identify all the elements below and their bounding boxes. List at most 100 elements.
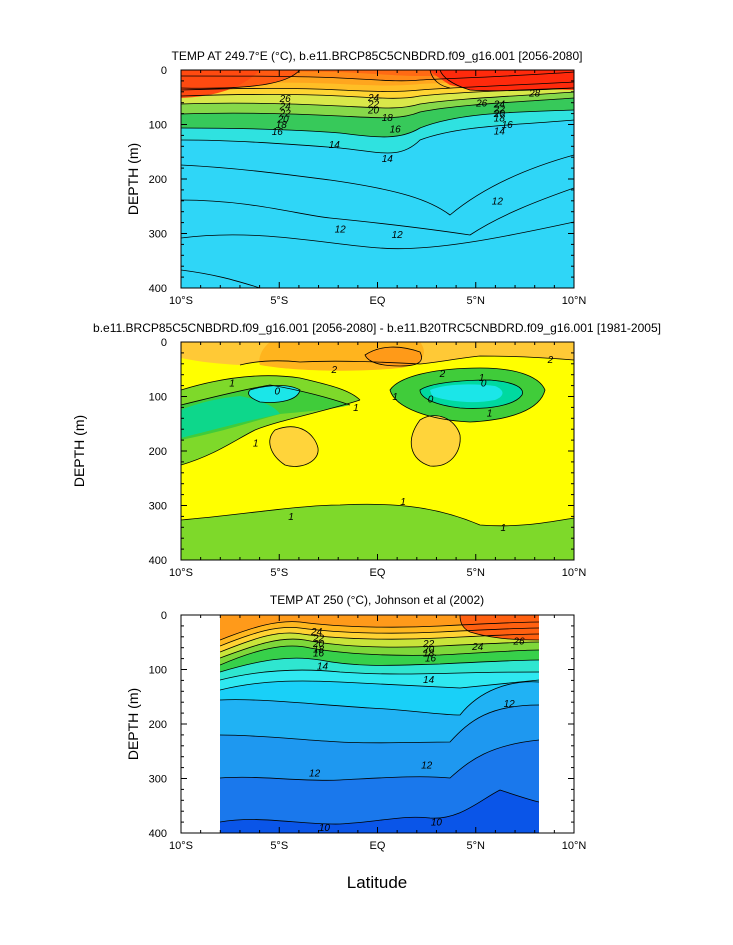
contour-label: 14 [423,675,435,686]
contour-label: 26 [279,94,292,105]
contour-label: 22 [312,633,325,644]
contour-label: 22 [422,639,435,650]
contour-label: 12 [392,230,404,241]
contour-label: 16 [390,124,402,135]
panel-2-ylabel: DEPTH (m) [71,415,87,487]
x-axis-label: Latitude [347,873,408,892]
contour-label: 16 [502,120,514,131]
x-tick-label: 5°S [270,295,288,307]
contour-label: 14 [494,127,506,138]
contour-label: 1 [500,523,506,534]
panel-1-title: TEMP AT 249.7°E (°C), b.e11.BRCP85C5CNBD… [172,49,583,63]
x-tick-label: 10°N [562,567,587,579]
contour-label: 14 [329,140,341,151]
y-tick-label: 200 [149,446,167,458]
contour-label: 24 [279,101,292,112]
contour-label: 1 [229,378,235,389]
contour-label: 18 [382,113,394,124]
y-tick-label: 400 [149,283,167,295]
panel-3-fills [220,615,539,833]
x-tick-label: 5°N [467,567,486,579]
contour-label: 18 [276,120,288,131]
contour-label: 20 [493,109,506,120]
y-tick-label: 0 [161,65,167,77]
y-tick-label: 0 [161,337,167,349]
contour-label: 22 [367,99,380,110]
contour-label: 2 [439,369,446,380]
contour-label: 12 [309,769,321,780]
y-tick-label: 300 [149,501,167,513]
contour-label: 1 [400,497,406,508]
panel-2-fills [181,342,574,560]
x-tick-label: 10°S [169,567,193,579]
x-tick-label: EQ [370,295,386,307]
contour-label: 1 [479,373,485,384]
y-tick-label: 200 [149,174,167,186]
contour-label: 2 [547,355,554,366]
contour-label: 0 [428,395,434,406]
y-tick-label: 100 [149,120,167,132]
contour-label: 18 [313,644,325,655]
contour-label: 16 [272,127,284,138]
panel-3-ticks: 10°S 5°S EQ 5°N 10°N 0 100 200 300 400 [149,610,587,852]
y-tick-label: 400 [149,555,167,567]
x-tick-label: 10°N [562,295,587,307]
panel-3-title: TEMP AT 250 (°C), Johnson et al (2002) [270,593,484,607]
panel-3: TEMP AT 250 (°C), Johnson et al (2002) D… [125,593,586,892]
contour-label: 20 [367,105,380,116]
contour-label: 1 [487,408,493,419]
contour-label: 14 [382,154,394,165]
contour-label: 16 [313,649,325,660]
x-tick-label: EQ [370,840,386,852]
y-tick-label: 100 [149,392,167,404]
y-tick-label: 300 [149,229,167,241]
contour-label: 26 [512,637,525,648]
contour-label: 12 [421,760,433,771]
y-tick-label: 100 [149,665,167,677]
panel-1-ylabel: DEPTH (m) [125,143,141,215]
contour-label: 20 [422,644,435,655]
contour-label: 1 [288,512,294,523]
x-tick-label: 5°S [270,567,288,579]
y-tick-label: 300 [149,774,167,786]
x-tick-label: EQ [370,567,386,579]
contour-label: 20 [312,639,325,650]
contour-label: 10 [319,823,331,834]
contour-label: 28 [528,88,541,99]
contour-label: 26 [475,99,488,110]
panel-2-title: b.e11.BRCP85C5CNBDRD.f09_g16.001 [2056-2… [93,321,661,335]
contour-label: 18 [494,113,506,124]
contour-label: 12 [335,225,347,236]
contour-label: 14 [317,662,329,673]
contour-label: 22 [279,109,292,120]
contour-label: 18 [423,649,435,660]
contour-label: 24 [310,627,323,638]
contour-label: 10 [431,818,443,829]
panel-2: b.e11.BRCP85C5CNBDRD.f09_g16.001 [2056-2… [71,321,661,579]
contour-label: 2 [330,365,337,376]
contour-label: 24 [471,642,484,653]
contour-label: 12 [504,699,516,710]
contour-label: 1 [253,438,259,449]
contour-label: 16 [425,654,437,665]
x-tick-label: 5°N [467,295,486,307]
contour-label: 22 [493,105,506,116]
x-tick-label: 10°S [169,840,193,852]
panel-1: TEMP AT 249.7°E (°C), b.e11.BRCP85C5CNBD… [125,49,586,307]
contour-label: 24 [493,99,506,110]
x-tick-label: 10°S [169,295,193,307]
panel-1-fills [181,70,574,288]
contour-label: 0 [481,378,487,389]
panel-3-ylabel: DEPTH (m) [125,688,141,760]
panel-1-ticks: 10°S 5°S EQ 5°N 10°N 0 100 200 300 400 [149,65,587,307]
contour-label: 1 [392,392,398,403]
y-tick-label: 0 [161,610,167,622]
x-tick-label: 5°S [270,840,288,852]
contour-label: 20 [277,115,290,126]
y-tick-label: 400 [149,828,167,840]
